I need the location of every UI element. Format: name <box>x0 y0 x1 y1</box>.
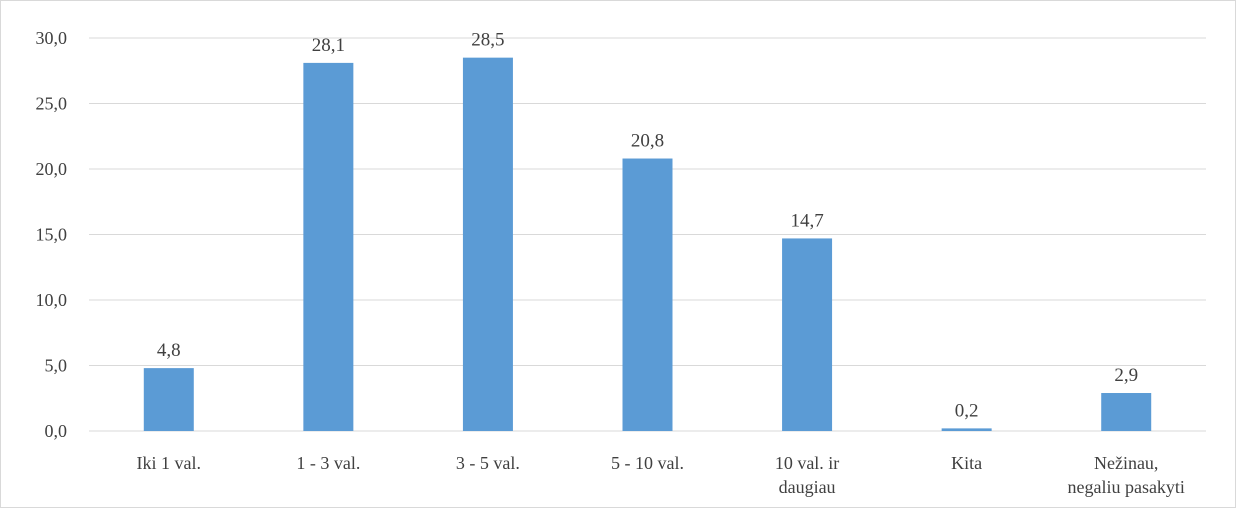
x-category-label: negaliu pasakyti <box>1067 477 1184 497</box>
y-tick-label: 10,0 <box>36 290 68 310</box>
x-category-label: Iki 1 val. <box>137 453 202 473</box>
y-tick-label: 15,0 <box>36 225 68 245</box>
y-tick-label: 30,0 <box>36 28 68 48</box>
x-category-label: 5 - 10 val. <box>611 453 684 473</box>
x-category-label: 3 - 5 val. <box>456 453 520 473</box>
data-label: 28,1 <box>312 35 345 56</box>
data-label: 20,8 <box>631 131 664 152</box>
bar <box>462 57 513 432</box>
bar <box>303 62 354 431</box>
data-label: 4,8 <box>157 340 181 361</box>
y-tick-label: 20,0 <box>36 159 68 179</box>
x-axis-category-labels: Iki 1 val. 1 - 3 val. 3 - 5 val. 5 - 10 val… <box>137 453 1185 497</box>
y-tick-label: 0,0 <box>45 421 68 441</box>
data-label: 14,7 <box>790 210 823 231</box>
x-category-label: daugiau <box>779 477 836 497</box>
bar <box>782 238 833 431</box>
bar <box>622 158 673 431</box>
y-axis-tick-labels: 0,0 5,0 10,0 15,0 20,0 25,0 30,0 <box>36 28 68 441</box>
x-category-label: Kita <box>951 453 982 473</box>
bar <box>1101 393 1152 431</box>
data-labels: 4,8 28,1 28,5 20,8 14,7 0,2 2,9 <box>157 30 1138 422</box>
data-label: 28,5 <box>471 30 504 51</box>
y-tick-label: 25,0 <box>36 94 68 114</box>
bar <box>143 368 194 431</box>
x-category-label: Nežinau, <box>1094 453 1158 473</box>
bars <box>143 57 1152 432</box>
data-label: 2,9 <box>1114 365 1138 386</box>
data-label: 0,2 <box>955 400 979 421</box>
y-tick-label: 5,0 <box>45 356 68 376</box>
x-category-label: 10 val. ir <box>775 453 840 473</box>
bar <box>941 428 992 431</box>
x-category-label: 1 - 3 val. <box>296 453 360 473</box>
